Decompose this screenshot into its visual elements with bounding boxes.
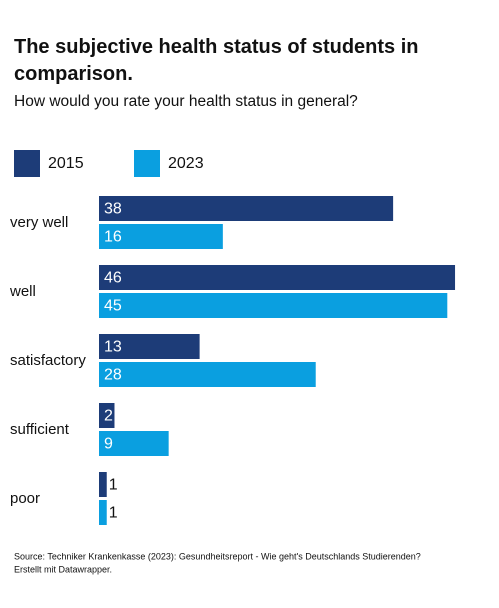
- legend-swatch: [14, 150, 40, 177]
- bar: [99, 293, 448, 318]
- bar: [99, 224, 223, 249]
- data-label: 38: [104, 201, 122, 218]
- bar: [99, 265, 456, 290]
- data-label: 13: [104, 339, 122, 356]
- category-label: sufficient: [10, 421, 70, 438]
- bar: [99, 403, 115, 428]
- category-label: poor: [10, 490, 40, 507]
- bar: [99, 334, 200, 359]
- data-label: 16: [104, 229, 122, 246]
- chart-title: The subjective health status of students…: [14, 36, 424, 85]
- bar: [99, 362, 316, 387]
- data-label: 28: [104, 367, 122, 384]
- data-label: 45: [104, 298, 122, 315]
- bar: [99, 196, 394, 221]
- category-label: satisfactory: [10, 352, 86, 369]
- bar: [99, 472, 107, 497]
- title-text-line: comparison.: [14, 63, 133, 85]
- source: Source: Techniker Krankenkasse (2023): G…: [14, 551, 421, 561]
- category-label: well: [9, 283, 36, 300]
- title-text: The subjective health status of students…: [14, 36, 419, 58]
- legend-swatch: [134, 150, 160, 177]
- data-label: 1: [109, 477, 118, 494]
- legend-label: 2023: [168, 155, 204, 172]
- data-label: 9: [104, 436, 113, 453]
- chart-subtitle: How would you rate your health status in…: [14, 93, 358, 110]
- legend-label: 2015: [48, 155, 84, 172]
- data-label: 1: [109, 505, 118, 522]
- bar: [99, 500, 107, 525]
- bar: [99, 431, 169, 456]
- data-label: 2: [104, 408, 113, 425]
- note: Erstellt mit Datawrapper.: [14, 564, 112, 574]
- data-label: 46: [104, 270, 122, 287]
- category-label: very well: [10, 214, 68, 231]
